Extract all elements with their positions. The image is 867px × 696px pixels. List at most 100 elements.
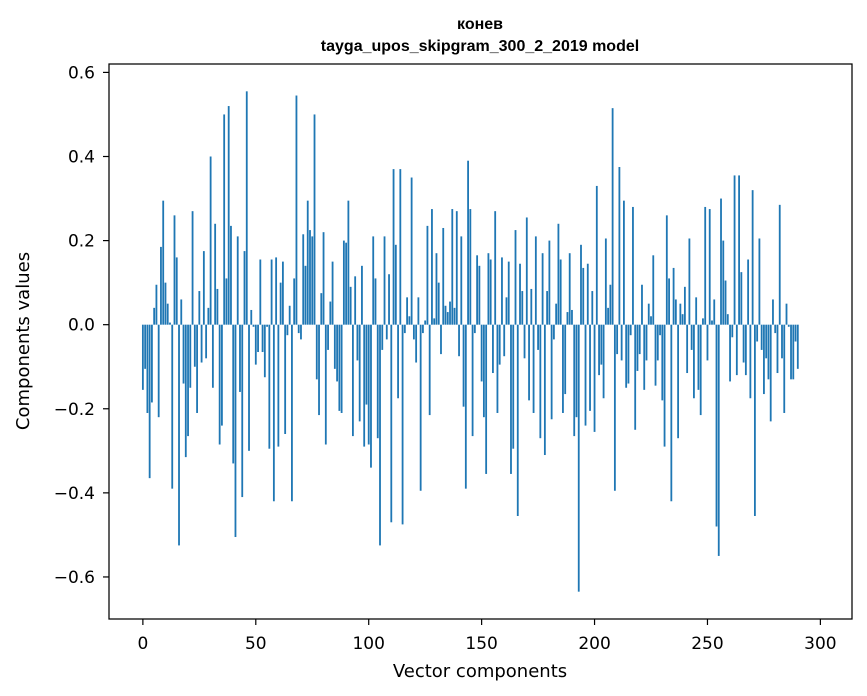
y-tick-label: 0.2	[68, 232, 95, 252]
bar	[408, 316, 411, 325]
bar	[765, 324, 768, 359]
bar	[794, 324, 797, 342]
bar	[492, 324, 494, 374]
bar	[146, 324, 149, 413]
bar	[435, 253, 438, 325]
bar	[602, 324, 605, 399]
bar	[627, 324, 630, 384]
bar	[604, 238, 607, 325]
bar	[379, 324, 381, 546]
bar	[663, 324, 666, 447]
bar	[792, 324, 795, 380]
x-axis-ticks: 0 50 100 150 200 250 300	[137, 619, 837, 654]
bar	[277, 324, 280, 447]
bar	[708, 209, 711, 325]
bar	[462, 324, 465, 407]
bar	[796, 324, 799, 369]
bar	[598, 324, 600, 376]
bar	[595, 185, 598, 325]
bar	[304, 265, 307, 325]
bar	[297, 324, 300, 334]
bar	[207, 307, 210, 325]
bar	[654, 324, 657, 386]
y-tick-label: 0.4	[68, 148, 95, 168]
bar	[695, 297, 698, 325]
bar	[534, 236, 537, 325]
bar	[189, 324, 192, 388]
bar	[749, 324, 752, 399]
bar	[623, 200, 625, 325]
bar	[324, 324, 327, 445]
bar	[259, 259, 262, 325]
bar	[756, 324, 759, 342]
bar	[406, 297, 409, 325]
bar	[681, 314, 684, 325]
bar	[539, 324, 542, 439]
bar	[645, 324, 648, 361]
bar	[358, 324, 361, 422]
bar	[489, 259, 492, 325]
bar	[507, 261, 510, 325]
bar	[679, 303, 682, 325]
bar	[331, 261, 334, 325]
bar	[455, 211, 458, 325]
bar	[295, 95, 298, 325]
bar	[464, 324, 467, 489]
bar	[381, 324, 384, 350]
bar	[744, 324, 747, 376]
bar	[178, 324, 180, 546]
bar	[286, 324, 289, 336]
bar	[372, 236, 375, 325]
bar	[241, 324, 244, 498]
bar	[327, 324, 329, 350]
y-tick-label: 0.6	[68, 63, 95, 83]
bar	[412, 324, 415, 340]
bar	[543, 324, 546, 456]
bar	[530, 288, 533, 325]
bar	[218, 324, 221, 445]
bar	[243, 251, 246, 325]
bar	[266, 324, 268, 327]
bar	[767, 324, 770, 380]
bar	[589, 324, 591, 411]
bar	[431, 209, 433, 325]
chart-title: конев	[457, 16, 503, 33]
bar	[453, 307, 456, 325]
bar	[367, 324, 370, 445]
bar	[683, 286, 686, 325]
bar	[284, 324, 287, 434]
bar	[239, 324, 241, 392]
plot-frame	[108, 63, 853, 620]
bar	[702, 318, 704, 325]
bar	[370, 324, 372, 468]
x-tick-label: 200	[578, 634, 610, 654]
bar	[634, 324, 637, 430]
bar	[512, 324, 515, 449]
bar	[270, 259, 273, 325]
bar	[790, 324, 792, 380]
bar	[374, 278, 377, 325]
bar	[426, 225, 429, 325]
bar	[498, 324, 501, 365]
bar	[225, 278, 228, 325]
bar	[397, 324, 399, 399]
bar	[311, 236, 314, 325]
bar	[333, 324, 336, 369]
bar	[422, 324, 424, 334]
bar	[735, 324, 738, 376]
bar	[440, 324, 442, 355]
bar	[193, 324, 196, 367]
bar	[230, 225, 232, 325]
bar	[616, 324, 619, 355]
bar	[494, 211, 497, 325]
bar	[659, 324, 661, 336]
bar	[458, 324, 460, 357]
bar	[415, 324, 418, 363]
bar	[760, 324, 763, 350]
bar	[471, 324, 474, 437]
bar	[394, 244, 397, 325]
bar	[153, 307, 156, 325]
bar	[607, 307, 609, 325]
bar	[641, 284, 643, 325]
bar	[693, 324, 695, 399]
